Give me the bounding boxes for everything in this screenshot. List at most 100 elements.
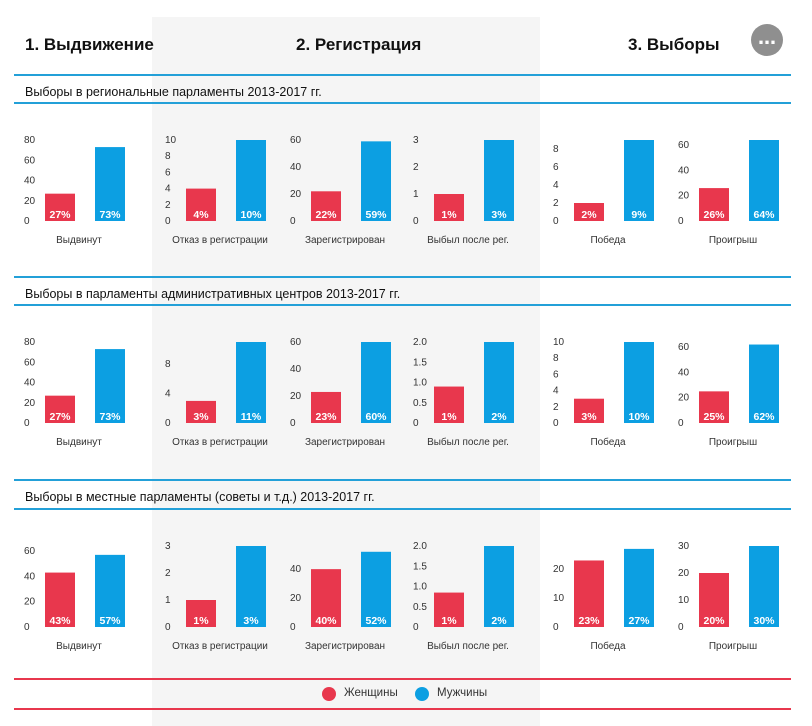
y-tick-label: 4 <box>165 389 171 400</box>
bar-chart-1-3: 0 20 40 60 22% 59% Зарегистрирован <box>290 135 391 246</box>
category-label: Победа <box>590 234 626 246</box>
step-nomination-title: 1. Выдвижение <box>25 35 154 54</box>
y-tick-label: 0 <box>678 622 684 633</box>
men-bar <box>361 141 391 221</box>
y-tick-label: 20 <box>553 564 565 575</box>
women-legend-dot-icon <box>322 687 336 701</box>
bar-value-label: 25% <box>703 411 725 423</box>
men-bar <box>484 140 514 221</box>
category-label: Выбыл после рег. <box>427 234 509 246</box>
y-tick-label: 60 <box>24 155 36 166</box>
y-tick-label: 6 <box>553 369 559 380</box>
y-tick-label: 20 <box>678 393 690 404</box>
y-tick-label: 0 <box>290 418 296 429</box>
bar-value-label: 26% <box>703 209 725 221</box>
men-bar <box>484 546 514 627</box>
bar-value-label: 43% <box>49 615 71 627</box>
bar-chart-3-3: 0 20 40 40% 52% Зарегистрирован <box>290 551 391 652</box>
y-tick-label: 60 <box>678 140 690 151</box>
men-bar <box>624 548 654 627</box>
y-tick-label: 20 <box>290 593 302 604</box>
y-tick-label: 40 <box>24 571 36 582</box>
legend-bottom-line <box>14 708 791 710</box>
bar-value-label: 3% <box>243 615 259 627</box>
y-tick-label: 40 <box>678 367 690 378</box>
bar-value-label: 27% <box>628 615 650 627</box>
y-tick-label: 8 <box>553 144 559 155</box>
bar-value-label: 40% <box>315 615 337 627</box>
men-bar <box>484 342 514 423</box>
y-tick-label: 2 <box>553 198 559 209</box>
y-tick-label: 1 <box>413 189 419 200</box>
bar-chart-2-4: 0 0.5 1.0 1.5 2.0 1% 2% Выбыл после рег. <box>413 337 514 448</box>
bar-value-label: 3% <box>491 209 507 221</box>
y-tick-label: 60 <box>24 357 36 368</box>
y-tick-label: 2.0 <box>413 337 427 348</box>
step-elections-title: 3. Выборы <box>628 35 720 54</box>
bar-value-label: 52% <box>365 615 387 627</box>
bar-value-label: 2% <box>581 209 597 221</box>
women-bar <box>574 398 604 423</box>
men-bar <box>749 344 779 423</box>
bar-chart-1-1: 0 20 40 60 80 27% 73% Выдвинут <box>24 135 125 246</box>
y-tick-label: 10 <box>678 595 690 606</box>
bar-value-label: 30% <box>753 615 775 627</box>
women-bar <box>699 391 729 423</box>
y-tick-label: 2.0 <box>413 541 427 552</box>
bar-value-label: 1% <box>441 615 457 627</box>
bar-chart-3-5: 0 10 20 23% 27% Победа <box>553 548 654 652</box>
y-tick-label: 6 <box>553 162 559 173</box>
y-tick-label: 20 <box>290 391 302 402</box>
bar-value-label: 2% <box>491 411 507 423</box>
bar-value-label: 62% <box>753 411 775 423</box>
y-tick-label: 2 <box>165 200 171 211</box>
bar-value-label: 73% <box>99 411 121 423</box>
category-label: Отказ в регистрации <box>172 641 268 652</box>
y-tick-label: 10 <box>553 337 565 348</box>
women-bar <box>699 188 729 221</box>
y-tick-label: 0 <box>678 216 684 227</box>
y-tick-label: 0 <box>413 622 419 633</box>
women-bar <box>434 386 464 423</box>
bar-value-label: 11% <box>241 411 262 423</box>
y-tick-label: 3 <box>413 135 419 146</box>
bar-value-label: 60% <box>365 411 387 423</box>
y-tick-label: 0 <box>553 418 559 429</box>
bar-chart-1-5: 0 2 4 6 8 2% 9% Победа <box>553 140 654 246</box>
y-tick-label: 80 <box>24 337 36 348</box>
category-label: Победа <box>590 436 626 448</box>
y-tick-label: 8 <box>165 151 171 162</box>
men-bar <box>361 551 391 627</box>
bar-value-label: 1% <box>441 209 457 221</box>
header-divider <box>14 74 791 76</box>
more-dots-icon: … <box>758 28 776 49</box>
category-label: Проигрыш <box>709 641 757 652</box>
category-label: Победа <box>590 640 626 652</box>
legend: Женщины Мужчины <box>0 684 812 704</box>
more-options-button[interactable]: … <box>751 24 783 56</box>
section-title-admin-centers: Выборы в парламенты административных цен… <box>25 287 401 301</box>
y-tick-label: 0 <box>165 418 171 429</box>
men-bar <box>236 342 266 423</box>
men-legend-dot-icon <box>415 687 429 701</box>
men-bar <box>95 147 125 221</box>
y-tick-label: 40 <box>678 165 690 176</box>
bar-chart-3-6: 0 10 20 30 20% 30% Проигрыш <box>678 541 779 652</box>
bar-value-label: 59% <box>365 209 387 221</box>
y-tick-label: 20 <box>24 398 36 409</box>
bar-value-label: 10% <box>628 411 650 423</box>
y-tick-label: 4 <box>165 184 171 195</box>
y-tick-label: 4 <box>553 386 559 397</box>
y-tick-label: 40 <box>290 364 302 375</box>
category-label: Отказ в регистрации <box>172 235 268 246</box>
y-tick-label: 30 <box>678 541 690 552</box>
category-label: Зарегистрирован <box>305 641 385 652</box>
bar-value-label: 1% <box>441 411 457 423</box>
y-tick-label: 40 <box>24 378 36 389</box>
bar-value-label: 9% <box>631 209 647 221</box>
bar-value-label: 22% <box>315 209 337 221</box>
bar-value-label: 57% <box>99 615 121 627</box>
bar-chart-2-5: 0 2 4 6 8 10 3% 10% Победа <box>553 337 654 448</box>
y-tick-label: 1.5 <box>413 561 427 572</box>
y-tick-label: 60 <box>678 342 690 353</box>
